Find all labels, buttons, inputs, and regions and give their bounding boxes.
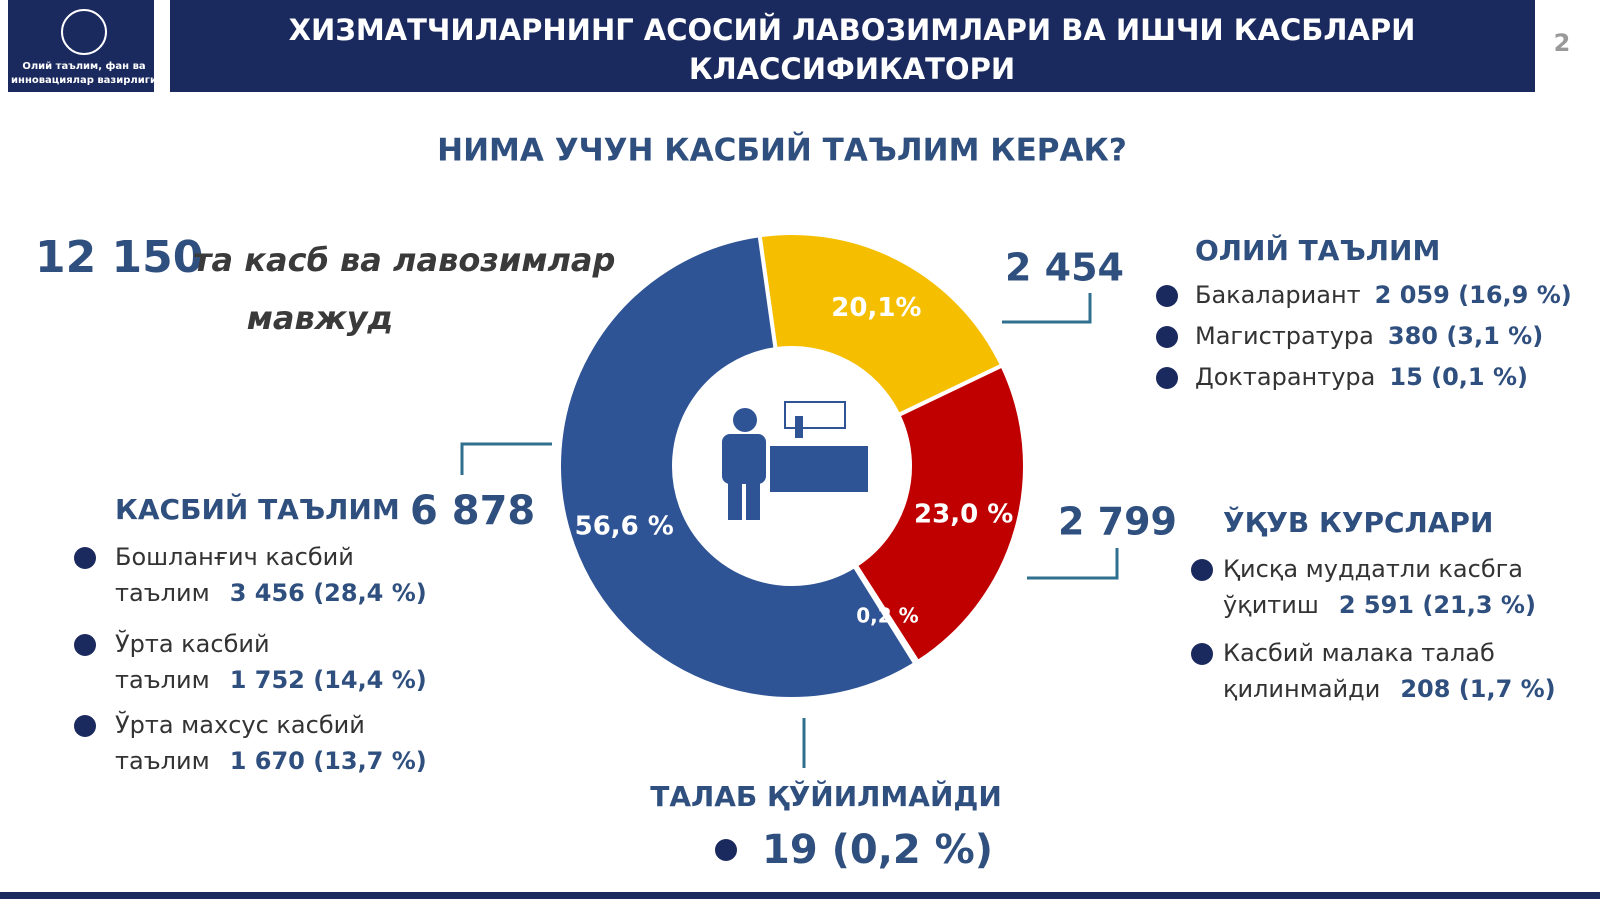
group-total: 2 454 <box>1005 246 1124 290</box>
callout-lines <box>460 293 1119 768</box>
bullet <box>715 839 737 861</box>
total-number: 12 150 <box>35 232 203 283</box>
bullet <box>74 634 96 656</box>
slice-label: 23,0 % <box>914 499 1013 529</box>
item-text: Касбий малака талаб <box>1223 639 1495 667</box>
bullet <box>1191 643 1213 665</box>
logo-box <box>8 0 154 92</box>
header-title: ХИЗМАТЧИЛАРНИНГ АСОСИЙ ЛАВОЗИМЛАРИ ВА ИШ… <box>289 13 1416 47</box>
item-text: ўқитиш <box>1223 591 1319 619</box>
item-value: 15 (0,1 %) <box>1389 363 1528 391</box>
donut-center <box>674 348 910 584</box>
item-text: таълим <box>115 747 210 775</box>
item-value: 3 456 (28,4 %) <box>230 579 427 607</box>
item-text: Ўрта махсус касбий <box>115 710 365 739</box>
item-text: қилинмайди <box>1223 675 1380 703</box>
group-value: 19 (0,2 %) <box>762 827 993 873</box>
slice-label: 20,1% <box>831 293 921 323</box>
item-value: 208 (1,7 %) <box>1400 675 1555 703</box>
bullet <box>1191 559 1213 581</box>
total-text: мавжуд <box>247 299 394 337</box>
item-text: Бошланғич касбий <box>115 543 354 571</box>
logo-emblem <box>61 9 107 55</box>
item-text: Бакалариант <box>1195 281 1361 309</box>
header-title: КЛАССИФИКАТОРИ <box>689 52 1015 86</box>
page-number: 2 <box>1554 29 1571 57</box>
item-text: Ўрта касбий <box>115 629 270 658</box>
logo-text: Олий таълим, фан ва <box>22 60 145 72</box>
group-title: ТАЛАБ ҚЎЙИЛМАЙДИ <box>650 779 1002 813</box>
item-value: 1 670 (13,7 %) <box>230 747 427 775</box>
item-text: Магистратура <box>1195 322 1374 350</box>
donut-chart <box>557 231 1027 701</box>
item-value: 380 (3,1 %) <box>1388 322 1543 350</box>
item-value: 2 059 (16,9 %) <box>1375 281 1572 309</box>
group-title: КАСБИЙ ТАЪЛИМ <box>115 492 400 526</box>
item-value: 1 752 (14,4 %) <box>230 666 427 694</box>
total-text: та касб ва лавозимлар <box>193 241 615 279</box>
item-text: Қисқа муддатли касбга <box>1223 555 1523 583</box>
bullet <box>74 715 96 737</box>
bullet <box>1156 367 1178 389</box>
item-value: 2 591 (21,3 %) <box>1339 591 1536 619</box>
slice-label: 56,6 % <box>575 511 674 541</box>
footer-bar <box>0 892 1600 899</box>
item-text: таълим <box>115 666 210 694</box>
title-bar <box>170 0 1535 92</box>
logo-text: инновациялар вазирлиги <box>11 75 157 86</box>
group-total: 2 799 <box>1058 500 1177 544</box>
group-title: ОЛИЙ ТАЪЛИМ <box>1195 233 1440 267</box>
slice-label: 0,2 % <box>856 603 918 627</box>
bullet <box>1156 326 1178 348</box>
item-text: Доктарантура <box>1195 363 1375 391</box>
subtitle: НИМА УЧУН КАСБИЙ ТАЪЛИМ КЕРАК? <box>437 133 1127 169</box>
group-title: ЎҚУВ КУРСЛАРИ <box>1223 505 1493 539</box>
bullet <box>1156 285 1178 307</box>
bullet <box>74 547 96 569</box>
item-text: таълим <box>115 579 210 607</box>
group-total: 6 878 <box>410 488 535 534</box>
